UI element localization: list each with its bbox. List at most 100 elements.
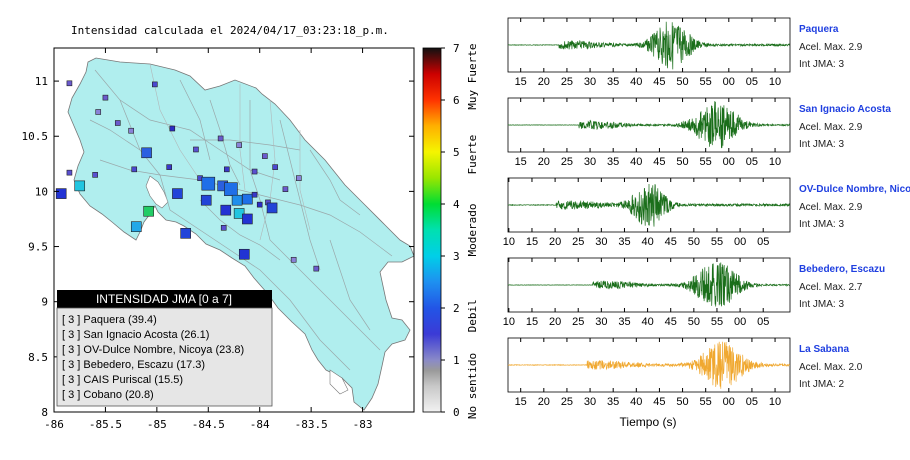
station-marker: [141, 147, 152, 159]
station-marker: [114, 120, 121, 126]
station-name: Paquera: [799, 24, 839, 35]
map-x-tick-label: -83.5: [295, 418, 328, 431]
station-marker: [290, 256, 297, 263]
colorbar-category-label: No sentido: [466, 353, 479, 419]
station-marker: [217, 135, 224, 142]
legend-item: [ 3 ] San Ignacio Acosta (26.1): [62, 329, 209, 341]
station-marker: [172, 188, 183, 199]
map-x-tick-label: -83: [353, 418, 373, 431]
station-marker: [102, 94, 109, 101]
colorbar-tick-label: 3: [453, 250, 460, 263]
station-marker: [238, 248, 250, 260]
station-marker: [95, 109, 102, 115]
legend-item: [ 3 ] Cobano (20.8): [62, 389, 154, 401]
legend-item: [ 3 ] CAIS Puriscal (15.5): [62, 374, 183, 386]
station-marker: [242, 213, 253, 225]
map-x-tick-label: -84: [250, 418, 270, 431]
station-jma-intensity: Int JMA: 3: [799, 139, 845, 150]
map-y-tick-label: 9: [41, 296, 48, 309]
station-max-accel: Acel. Max. 2.9: [799, 122, 863, 133]
station-marker: [66, 80, 73, 87]
station-marker: [220, 204, 232, 216]
map-y-tick-label: 8.5: [28, 351, 48, 364]
colorbar-tick-label: 5: [453, 146, 460, 159]
colorbar-tick-label: 2: [453, 302, 460, 315]
station-marker: [224, 166, 230, 173]
station-marker: [220, 224, 227, 231]
map-x-tick-label: -85: [147, 418, 167, 431]
map-y-tick-label: 9.5: [28, 241, 48, 254]
station-marker: [200, 194, 212, 206]
station-marker: [233, 208, 245, 219]
station-marker: [166, 164, 172, 170]
map-x-tick-label: -84.5: [192, 418, 225, 431]
map-y-tick-label: 11: [35, 75, 48, 88]
legend-item: [ 3 ] Bebedero, Escazu (17.3): [62, 359, 205, 371]
map-x-tick-label: -85.5: [89, 418, 122, 431]
gulf-of-nicoya: [145, 175, 169, 209]
legend-item: [ 3 ] Paquera (39.4): [62, 314, 157, 326]
colorbar-tick-label: 1: [453, 354, 460, 367]
station-name: La Sabana: [799, 344, 850, 355]
station-marker: [131, 166, 138, 173]
map-legend: INTENSIDAD JMA [0 a 7] [ 3 ] Paquera (39…: [56, 290, 273, 407]
station-marker: [266, 202, 278, 214]
station-name: OV-Dulce Nombre, Nicoya: [799, 184, 910, 195]
map-y-tick-label: 10.5: [22, 130, 49, 143]
station-jma-intensity: Int JMA: 3: [799, 299, 845, 310]
station-marker: [193, 146, 199, 153]
colorbar-category-label: Debil: [466, 299, 479, 332]
station-max-accel: Acel. Max. 2.7: [799, 282, 863, 293]
station-marker: [251, 191, 258, 198]
legend-body: [56, 307, 273, 407]
station-marker: [201, 176, 216, 191]
map-frame: [53, 47, 415, 413]
station-marker: [224, 182, 238, 196]
colorbar-tick-label: 4: [453, 198, 460, 211]
station-marker: [262, 153, 268, 159]
colorbar-category-label: Muy Fuerte: [466, 43, 479, 109]
station-marker: [152, 81, 158, 88]
station-marker: [74, 180, 86, 192]
station-marker: [236, 142, 242, 148]
station-marker: [128, 127, 134, 134]
station-jma-intensity: Int JMA: 3: [799, 219, 845, 230]
colorbar-tick-label: 0: [453, 406, 460, 419]
map-x-tick-label: -86: [44, 418, 64, 431]
station-marker: [242, 193, 253, 205]
station-marker: [55, 188, 67, 199]
station-marker: [256, 201, 263, 208]
colorbar-category-label: Fuerte: [466, 135, 479, 175]
station-name: Bebedero, Escazu: [799, 264, 886, 275]
station-max-accel: Acel. Max. 2.0: [799, 362, 863, 373]
station-marker: [251, 168, 258, 175]
map-title: Intensidad calculada el 2024/04/17_03:23…: [71, 24, 389, 37]
station-marker: [295, 175, 302, 181]
osa-gulf: [329, 369, 349, 395]
station-marker: [282, 186, 289, 192]
colorbar: 0 1 2 3 4 5 6 7 No sentido Debil Moderado Fuerte Mu…: [422, 42, 479, 419]
station-marker: [231, 194, 243, 206]
station-max-accel: Acel. Max. 2.9: [799, 202, 863, 213]
station-markers: [55, 80, 320, 272]
station-marker: [180, 228, 191, 239]
station-marker: [66, 169, 73, 176]
station-jma-intensity: Int JMA: 3: [799, 59, 845, 70]
colorbar-tick-label: 7: [453, 42, 460, 55]
map-y-tick-label: 10: [35, 185, 48, 198]
colorbar-category-label: Moderado: [466, 204, 479, 257]
station-marker: [130, 221, 142, 232]
station-jma-intensity: Int JMA: 2: [799, 379, 845, 390]
station-marker: [92, 172, 98, 178]
legend-item: [ 3 ] OV-Dulce Nombre, Nicoya (23.8): [62, 344, 244, 356]
station-marker: [272, 164, 278, 170]
legend-title: INTENSIDAD JMA [0 a 7]: [96, 292, 232, 306]
legend-header: [57, 290, 272, 308]
station-marker: [169, 125, 176, 132]
station-marker: [313, 265, 320, 272]
colorbar-tick-label: 6: [453, 94, 460, 107]
station-name: San Ignacio Acosta: [799, 104, 891, 115]
station-max-accel: Acel. Max. 2.9: [799, 42, 863, 53]
station-marker: [143, 205, 154, 217]
